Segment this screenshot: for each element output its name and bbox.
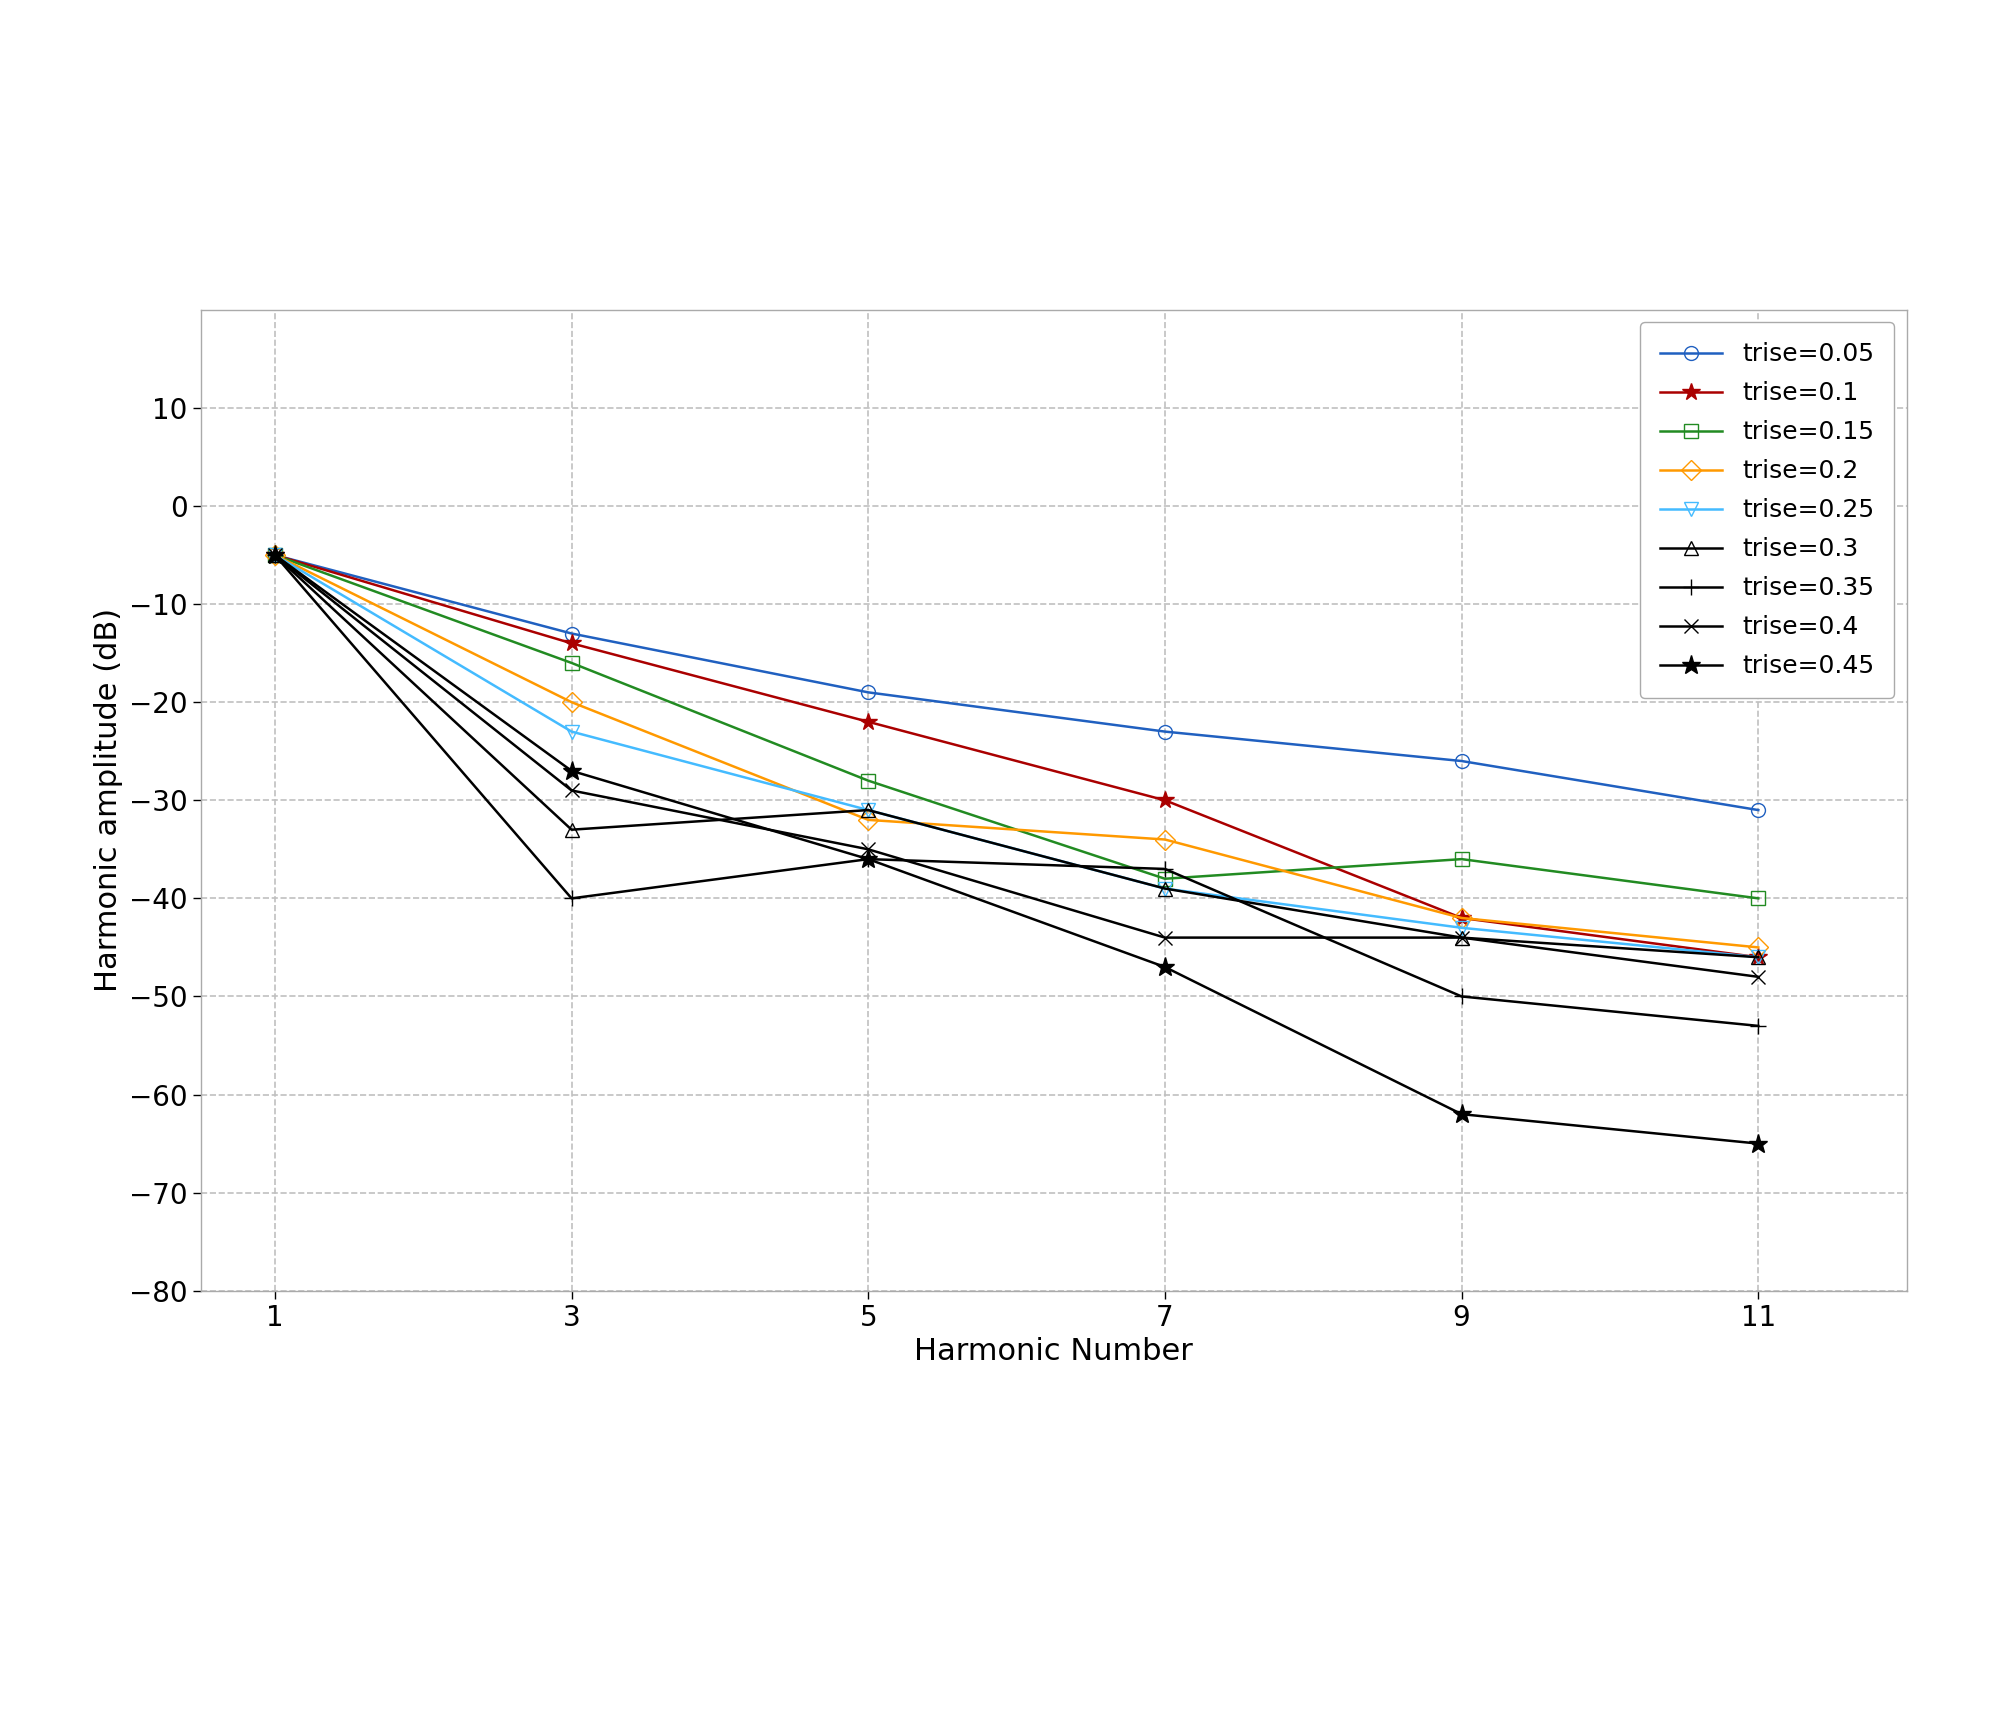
trise=0.15 bbox=[560, 652, 584, 673]
trise=0.15 bbox=[857, 771, 881, 792]
trise=0.35 bbox=[1449, 986, 1473, 1007]
trise=0.25 bbox=[857, 800, 881, 821]
trise=0.3 bbox=[263, 544, 287, 564]
trise=0.3 bbox=[1449, 928, 1473, 948]
trise=0.25 bbox=[263, 544, 287, 564]
trise=0.35 bbox=[560, 888, 584, 909]
Line: trise=0.45: trise=0.45 bbox=[265, 546, 1768, 1153]
Line: trise=0.15: trise=0.15 bbox=[267, 547, 1766, 905]
trise=0.4 bbox=[560, 780, 584, 800]
trise=0.2 bbox=[263, 544, 287, 564]
trise=0.1 bbox=[560, 633, 584, 654]
trise=0.25 bbox=[1152, 878, 1176, 898]
trise=0.4 bbox=[1449, 928, 1473, 948]
Line: trise=0.05: trise=0.05 bbox=[267, 547, 1766, 817]
Line: trise=0.1: trise=0.1 bbox=[265, 546, 1768, 965]
trise=0.45 bbox=[1152, 957, 1176, 978]
trise=0.25 bbox=[1449, 917, 1473, 938]
trise=0.4 bbox=[857, 840, 881, 860]
trise=0.45 bbox=[560, 761, 584, 781]
trise=0.1 bbox=[1449, 907, 1473, 928]
trise=0.35 bbox=[1152, 859, 1176, 879]
trise=0.15 bbox=[1152, 869, 1176, 890]
trise=0.4 bbox=[1746, 967, 1770, 988]
Line: trise=0.2: trise=0.2 bbox=[267, 547, 1766, 955]
Line: trise=0.25: trise=0.25 bbox=[267, 547, 1766, 964]
trise=0.1 bbox=[1152, 790, 1176, 811]
trise=0.1 bbox=[857, 711, 881, 731]
trise=0.2 bbox=[1152, 830, 1176, 850]
trise=0.05 bbox=[263, 544, 287, 564]
Line: trise=0.3: trise=0.3 bbox=[267, 547, 1766, 964]
trise=0.45 bbox=[263, 544, 287, 564]
trise=0.15 bbox=[1746, 888, 1770, 909]
trise=0.35 bbox=[1746, 1015, 1770, 1036]
Legend: trise=0.05, trise=0.1, trise=0.15, trise=0.2, trise=0.25, trise=0.3, trise=0.35,: trise=0.05, trise=0.1, trise=0.15, trise… bbox=[1640, 322, 1895, 699]
trise=0.4 bbox=[263, 544, 287, 564]
trise=0.4 bbox=[1152, 928, 1176, 948]
trise=0.3 bbox=[560, 819, 584, 840]
trise=0.45 bbox=[857, 848, 881, 869]
trise=0.25 bbox=[560, 721, 584, 742]
trise=0.1 bbox=[263, 544, 287, 564]
trise=0.3 bbox=[857, 800, 881, 821]
trise=0.45 bbox=[1449, 1103, 1473, 1124]
trise=0.05 bbox=[1746, 800, 1770, 821]
trise=0.05 bbox=[560, 623, 584, 644]
trise=0.2 bbox=[857, 809, 881, 830]
trise=0.05 bbox=[857, 682, 881, 702]
Y-axis label: Harmonic amplitude (dB): Harmonic amplitude (dB) bbox=[94, 608, 122, 993]
trise=0.45 bbox=[1746, 1134, 1770, 1155]
Line: trise=0.4: trise=0.4 bbox=[267, 547, 1766, 984]
trise=0.3 bbox=[1746, 947, 1770, 967]
trise=0.35 bbox=[263, 544, 287, 564]
trise=0.05 bbox=[1152, 721, 1176, 742]
trise=0.2 bbox=[1746, 936, 1770, 957]
trise=0.3 bbox=[1152, 878, 1176, 898]
trise=0.05 bbox=[1449, 750, 1473, 771]
X-axis label: Harmonic Number: Harmonic Number bbox=[915, 1337, 1192, 1366]
trise=0.15 bbox=[1449, 848, 1473, 869]
trise=0.2 bbox=[1449, 907, 1473, 928]
trise=0.2 bbox=[560, 692, 584, 712]
Line: trise=0.35: trise=0.35 bbox=[267, 547, 1766, 1034]
trise=0.25 bbox=[1746, 947, 1770, 967]
trise=0.1 bbox=[1746, 947, 1770, 967]
trise=0.35 bbox=[857, 848, 881, 869]
trise=0.15 bbox=[263, 544, 287, 564]
